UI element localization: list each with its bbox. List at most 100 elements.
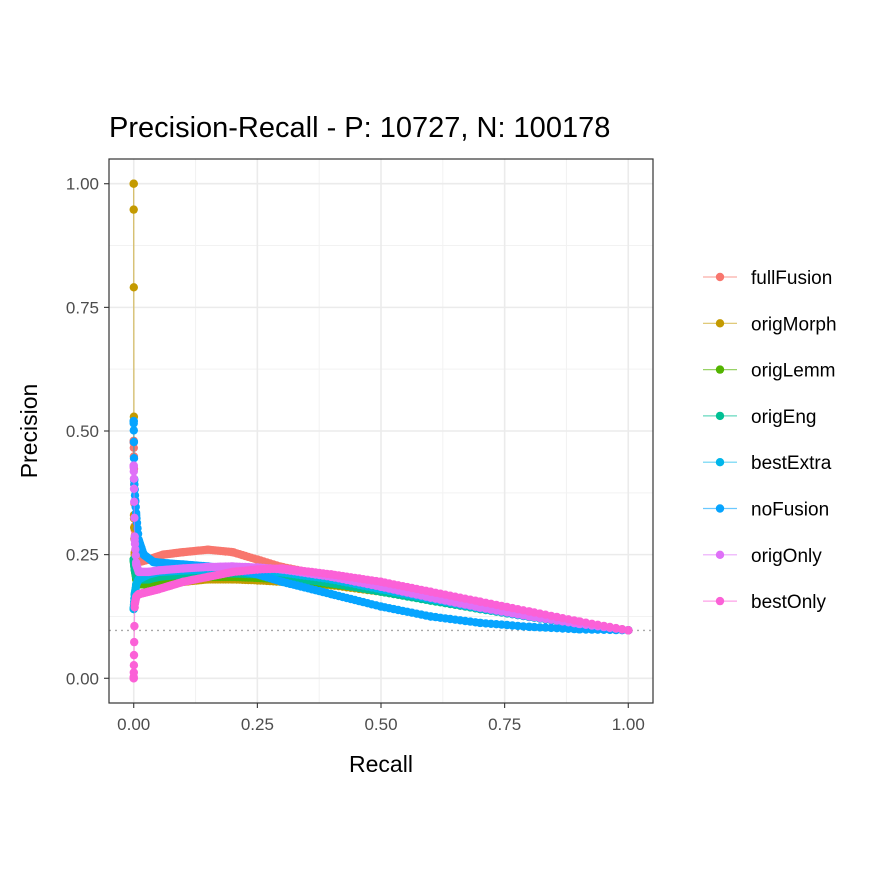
legend-key-point xyxy=(715,596,725,606)
data-point-bestOnly xyxy=(129,650,139,660)
data-point-fullFusion xyxy=(179,548,188,557)
data-point-origOnly xyxy=(144,567,153,577)
data-point-bestOnly xyxy=(129,661,139,670)
data-point-bestOnly xyxy=(129,674,138,683)
legend-label: bestExtra xyxy=(751,453,832,474)
data-point-origOnly xyxy=(131,551,140,560)
data-point-bestOnly xyxy=(525,607,534,616)
data-point-fullFusion xyxy=(203,545,213,554)
x-tick-label: 0.00 xyxy=(117,715,150,734)
legend-key-point xyxy=(715,458,725,467)
data-point-origOnly xyxy=(179,564,188,573)
data-point-bestOnly xyxy=(277,564,287,573)
data-point-noFusion xyxy=(129,437,139,447)
legend-item-noFusion: noFusion xyxy=(703,500,829,521)
y-tick-label: 0.75 xyxy=(66,298,99,317)
data-point-bestOnly xyxy=(253,565,262,574)
data-point-bestOnly xyxy=(574,617,583,626)
data-point-noFusion xyxy=(426,612,435,621)
legend-key-point xyxy=(715,411,725,421)
legend-label: origMorph xyxy=(751,314,837,335)
legend-item-origMorph: origMorph xyxy=(703,314,837,335)
series-bestOnly xyxy=(129,564,633,683)
data-point-origOnly xyxy=(154,566,163,575)
legend-item-bestOnly: bestOnly xyxy=(703,592,826,613)
data-point-bestOnly xyxy=(624,626,633,635)
y-tick-label: 0.50 xyxy=(66,422,99,441)
legend-label: origOnly xyxy=(751,546,822,567)
legend-key-point xyxy=(715,365,725,374)
data-point-noFusion xyxy=(129,416,138,426)
data-point-origMorph xyxy=(129,179,138,188)
chart-title: Precision-Recall - P: 10727, N: 100178 xyxy=(109,112,610,144)
data-point-bestOnly xyxy=(179,577,188,586)
data-point-fullFusion xyxy=(253,555,262,564)
data-point-origOnly xyxy=(129,474,139,483)
data-point-noFusion xyxy=(376,602,386,611)
legend-item-origLemm: origLemm xyxy=(703,361,835,382)
data-point-origOnly xyxy=(131,545,140,554)
data-point-origOnly xyxy=(129,484,139,493)
data-point-noFusion xyxy=(475,618,485,628)
data-point-bestOnly xyxy=(130,599,139,609)
data-point-bestOnly xyxy=(228,567,237,577)
axis-ticks: 0.00 0.25 0.50 0.75 1.00 0.00 0.25 0.50 0.75 1.00 xyxy=(66,175,645,734)
legend: fullFusion origMorph origLemm origEng bestEx… xyxy=(703,268,837,613)
legend-key-point xyxy=(715,504,725,513)
data-point-bestOnly xyxy=(327,570,336,579)
data-point-noFusion xyxy=(139,550,148,559)
data-point-bestOnly xyxy=(144,587,153,596)
data-point-origOnly xyxy=(132,560,141,569)
data-point-noFusion xyxy=(327,590,336,599)
data-point-bestOnly xyxy=(475,597,485,606)
legend-key-point xyxy=(715,319,725,328)
x-tick-label: 0.50 xyxy=(364,715,397,734)
legend-item-bestExtra: bestExtra xyxy=(703,453,832,474)
data-point-bestOnly xyxy=(130,621,139,631)
data-point-bestOnly xyxy=(203,572,213,582)
data-point-bestOnly xyxy=(376,577,386,586)
data-point-origOnly xyxy=(129,467,138,476)
x-tick-label: 1.00 xyxy=(612,715,645,734)
legend-label: origLemm xyxy=(751,361,835,382)
data-point-bestOnly xyxy=(426,587,435,596)
legend-item-fullFusion: fullFusion xyxy=(703,268,832,289)
legend-label: noFusion xyxy=(751,500,829,521)
data-point-origMorph xyxy=(129,283,138,292)
data-point-origMorph xyxy=(129,205,138,214)
data-point-noFusion xyxy=(129,454,139,463)
y-tick-label: 1.00 xyxy=(66,175,99,194)
y-tick-label: 0.25 xyxy=(66,546,99,565)
legend-label: bestOnly xyxy=(751,592,826,613)
data-point-fullFusion xyxy=(228,548,237,557)
data-point-bestExtra xyxy=(134,575,143,584)
data-point-origOnly xyxy=(130,535,139,544)
data-point-origOnly xyxy=(130,497,139,506)
data-point-fullFusion xyxy=(159,550,168,559)
data-point-bestOnly xyxy=(617,625,627,634)
y-tick-label: 0.00 xyxy=(66,669,99,688)
data-point-noFusion xyxy=(525,622,534,631)
data-point-noFusion xyxy=(149,557,158,567)
y-axis-title: Precision xyxy=(16,384,42,479)
legend-key-point xyxy=(715,272,725,282)
legend-label: origEng xyxy=(751,407,817,428)
data-point-origOnly xyxy=(129,461,138,470)
data-point-bestOnly xyxy=(134,590,143,599)
data-point-bestOnly xyxy=(154,585,163,594)
x-tick-label: 0.25 xyxy=(241,715,274,734)
data-point-noFusion xyxy=(277,577,287,586)
data-point-origOnly xyxy=(134,567,143,577)
data-point-noFusion xyxy=(129,426,138,435)
x-axis-title: Recall xyxy=(349,751,413,777)
x-tick-label: 0.75 xyxy=(488,715,521,734)
legend-item-origEng: origEng xyxy=(703,407,817,428)
legend-key-point xyxy=(715,550,725,559)
data-point-bestOnly xyxy=(130,637,139,647)
series-group xyxy=(129,179,633,683)
legend-label: fullFusion xyxy=(751,268,832,289)
data-point-bestOnly xyxy=(129,668,138,677)
data-point-origOnly xyxy=(203,562,213,572)
